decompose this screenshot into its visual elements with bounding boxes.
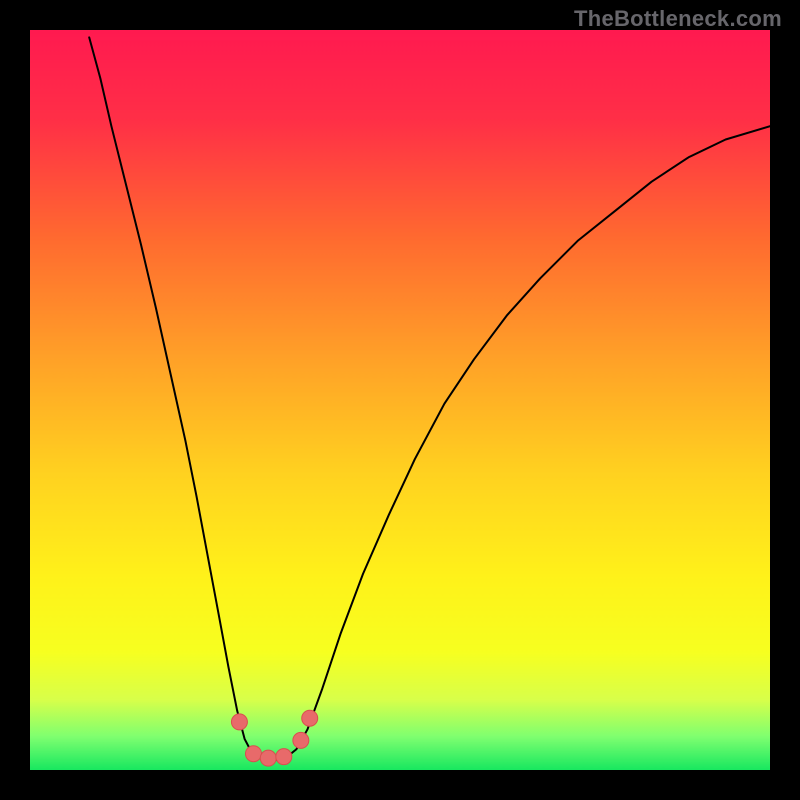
chart-root: TheBottleneck.com [0, 0, 800, 800]
data-marker [293, 732, 309, 748]
curve-layer [30, 30, 770, 770]
bottleneck-curve [89, 37, 770, 760]
data-marker [276, 749, 292, 765]
plot-area [30, 30, 770, 770]
data-marker [245, 746, 261, 762]
data-marker [260, 750, 276, 766]
watermark-text: TheBottleneck.com [574, 6, 782, 32]
data-marker [302, 710, 318, 726]
data-marker [231, 714, 247, 730]
